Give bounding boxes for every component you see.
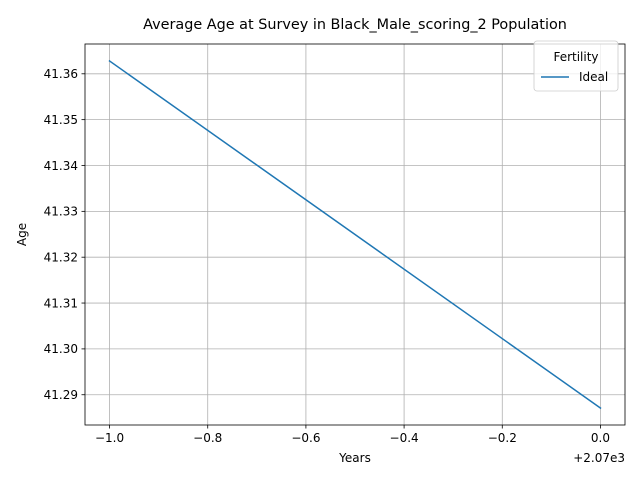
y-tick-label: 41.32 bbox=[44, 250, 78, 264]
legend-label-ideal: Ideal bbox=[579, 70, 608, 84]
plot-frame bbox=[84, 43, 626, 426]
y-tick-label: 41.36 bbox=[44, 67, 78, 81]
x-tick-label: −0.8 bbox=[193, 431, 222, 445]
x-tick-label: −0.2 bbox=[488, 431, 517, 445]
x-tick-label: 0.0 bbox=[591, 431, 610, 445]
x-axis-label: Years bbox=[338, 451, 371, 465]
chart-title: Average Age at Survey in Black_Male_scor… bbox=[143, 17, 567, 33]
y-tick-label: 41.29 bbox=[44, 388, 78, 402]
y-tick-label: 41.33 bbox=[44, 205, 78, 219]
y-tick-label: 41.35 bbox=[44, 113, 78, 127]
legend-box bbox=[533, 40, 619, 92]
legend: Fertility Ideal bbox=[533, 40, 619, 92]
y-tick-label: 41.30 bbox=[44, 342, 78, 356]
series-layer bbox=[108, 59, 602, 410]
y-tick-label: 41.34 bbox=[44, 159, 78, 173]
ticks: −1.0 −0.8 −0.6 −0.4 −0.2 0.0 41.29 41.30 41.31 41… bbox=[44, 67, 610, 445]
x-axis-offset-label: +2.07e3 bbox=[573, 451, 625, 465]
x-tick-label: −1.0 bbox=[95, 431, 124, 445]
x-tick-label: −0.6 bbox=[291, 431, 320, 445]
y-axis-label: Age bbox=[15, 223, 29, 246]
x-tick-label: −0.4 bbox=[390, 431, 419, 445]
grid bbox=[85, 44, 625, 425]
series-line-ideal bbox=[108, 59, 602, 410]
legend-title: Fertility bbox=[553, 50, 598, 64]
y-tick-label: 41.31 bbox=[44, 296, 78, 310]
